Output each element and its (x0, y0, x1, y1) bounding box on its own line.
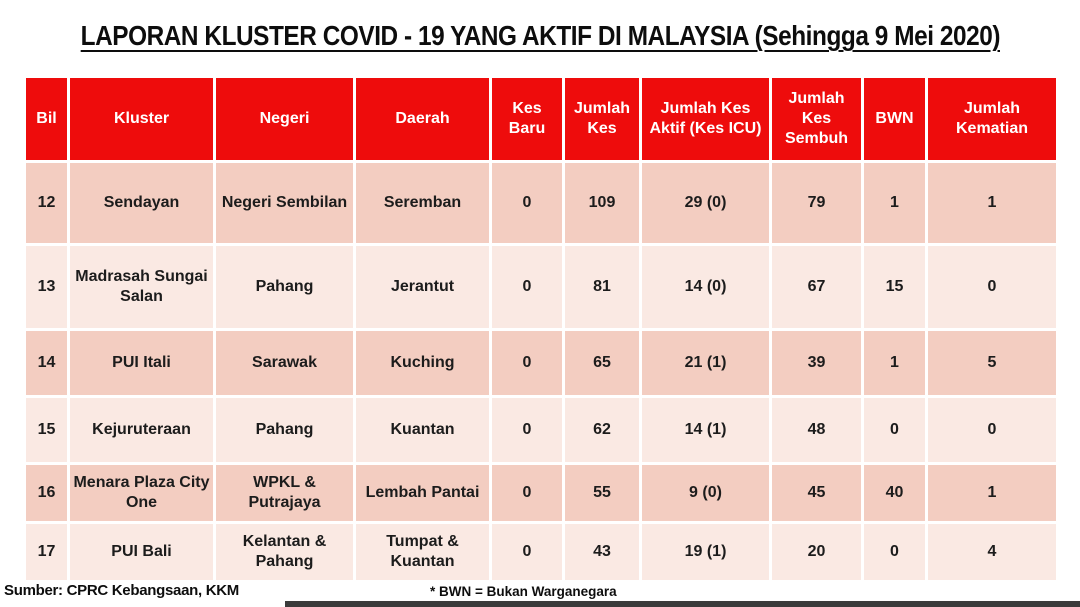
table-row-17: 17 PUI Bali Kelantan & Pahang Tumpat & K… (23, 521, 1059, 583)
cell-jumlah-kematian: 1 (925, 160, 1059, 246)
cell-kluster: PUI Itali (67, 328, 216, 398)
column-header-bwn: BWN (861, 75, 928, 163)
cell-daerah: Jerantut (353, 243, 492, 331)
page-title-text: LAPORAN KLUSTER COVID - 19 YANG AKTIF DI… (80, 20, 1000, 51)
bwn-legend-note: * BWN = Bukan Warganegara (430, 584, 617, 599)
cell-bwn: 15 (861, 243, 928, 331)
column-header-jumlah-kes-sembuh: Jumlah Kes Sembuh (769, 75, 864, 163)
cell-bwn: 40 (861, 462, 928, 524)
column-header-negeri: Negeri (213, 75, 356, 163)
cell-bwn: 1 (861, 328, 928, 398)
cell-kluster: PUI Bali (67, 521, 216, 583)
cell-kluster: Madrasah Sungai Salan (67, 243, 216, 331)
cell-bil: 17 (23, 521, 70, 583)
cell-bwn: 0 (861, 521, 928, 583)
cell-bil: 13 (23, 243, 70, 331)
cell-jumlah-kes-sembuh: 45 (769, 462, 864, 524)
cell-jumlah-kes-sembuh: 39 (769, 328, 864, 398)
table-row-14: 14 PUI Itali Sarawak Kuching 0 65 21 (1)… (23, 328, 1059, 398)
cell-negeri: WPKL & Putrajaya (213, 462, 356, 524)
covid-cluster-table: Bil Kluster Negeri Daerah Kes Baru Jumla… (23, 75, 1059, 583)
cell-bil: 14 (23, 328, 70, 398)
column-header-jumlah-kematian: Jumlah Kematian (925, 75, 1059, 163)
cell-jumlah-kes-sembuh: 79 (769, 160, 864, 246)
cell-daerah: Seremban (353, 160, 492, 246)
cell-negeri: Pahang (213, 395, 356, 465)
column-header-kes-baru: Kes Baru (489, 75, 565, 163)
cell-bil: 16 (23, 462, 70, 524)
cell-jumlah-kes-aktif: 14 (0) (639, 243, 772, 331)
cell-kluster: Kejuruteraan (67, 395, 216, 465)
cell-negeri: Negeri Sembilan (213, 160, 356, 246)
table-row-12: 12 Sendayan Negeri Sembilan Seremban 0 1… (23, 160, 1059, 246)
cell-negeri: Sarawak (213, 328, 356, 398)
cell-jumlah-kes-aktif: 19 (1) (639, 521, 772, 583)
table-header-row: Bil Kluster Negeri Daerah Kes Baru Jumla… (23, 75, 1059, 163)
cell-jumlah-kes: 81 (562, 243, 642, 331)
bottom-bar (285, 601, 1080, 607)
cell-kes-baru: 0 (489, 243, 565, 331)
cell-jumlah-kes: 109 (562, 160, 642, 246)
cell-jumlah-kes: 55 (562, 462, 642, 524)
cell-daerah: Tumpat & Kuantan (353, 521, 492, 583)
cell-jumlah-kes-sembuh: 20 (769, 521, 864, 583)
cell-daerah: Kuantan (353, 395, 492, 465)
cell-bil: 15 (23, 395, 70, 465)
cell-jumlah-kes-aktif: 29 (0) (639, 160, 772, 246)
cell-kes-baru: 0 (489, 328, 565, 398)
column-header-kluster: Kluster (67, 75, 216, 163)
cell-jumlah-kes-aktif: 21 (1) (639, 328, 772, 398)
cell-jumlah-kematian: 0 (925, 395, 1059, 465)
cell-jumlah-kes-sembuh: 67 (769, 243, 864, 331)
column-header-jumlah-kes-aktif: Jumlah Kes Aktif (Kes ICU) (639, 75, 772, 163)
page-title: LAPORAN KLUSTER COVID - 19 YANG AKTIF DI… (0, 20, 1080, 52)
column-header-daerah: Daerah (353, 75, 492, 163)
source-note: Sumber: CPRC Kebangsaan, KKM (4, 582, 239, 599)
cell-kes-baru: 0 (489, 521, 565, 583)
cell-jumlah-kes: 62 (562, 395, 642, 465)
cell-bil: 12 (23, 160, 70, 246)
cell-daerah: Kuching (353, 328, 492, 398)
cell-negeri: Pahang (213, 243, 356, 331)
table-row-15: 15 Kejuruteraan Pahang Kuantan 0 62 14 (… (23, 395, 1059, 465)
cell-negeri: Kelantan & Pahang (213, 521, 356, 583)
cell-kluster: Sendayan (67, 160, 216, 246)
cell-jumlah-kes: 65 (562, 328, 642, 398)
cell-kes-baru: 0 (489, 462, 565, 524)
table-row-16: 16 Menara Plaza City One WPKL & Putrajay… (23, 462, 1059, 524)
table-row-13: 13 Madrasah Sungai Salan Pahang Jerantut… (23, 243, 1059, 331)
cell-kes-baru: 0 (489, 160, 565, 246)
cell-kluster: Menara Plaza City One (67, 462, 216, 524)
cell-jumlah-kematian: 1 (925, 462, 1059, 524)
cell-kes-baru: 0 (489, 395, 565, 465)
cell-daerah: Lembah Pantai (353, 462, 492, 524)
column-header-jumlah-kes: Jumlah Kes (562, 75, 642, 163)
column-header-bil: Bil (23, 75, 70, 163)
cell-jumlah-kes: 43 (562, 521, 642, 583)
cell-jumlah-kes-aktif: 9 (0) (639, 462, 772, 524)
cell-jumlah-kematian: 5 (925, 328, 1059, 398)
cell-jumlah-kematian: 4 (925, 521, 1059, 583)
cell-bwn: 1 (861, 160, 928, 246)
cell-jumlah-kes-sembuh: 48 (769, 395, 864, 465)
cell-jumlah-kes-aktif: 14 (1) (639, 395, 772, 465)
cell-bwn: 0 (861, 395, 928, 465)
cell-jumlah-kematian: 0 (925, 243, 1059, 331)
